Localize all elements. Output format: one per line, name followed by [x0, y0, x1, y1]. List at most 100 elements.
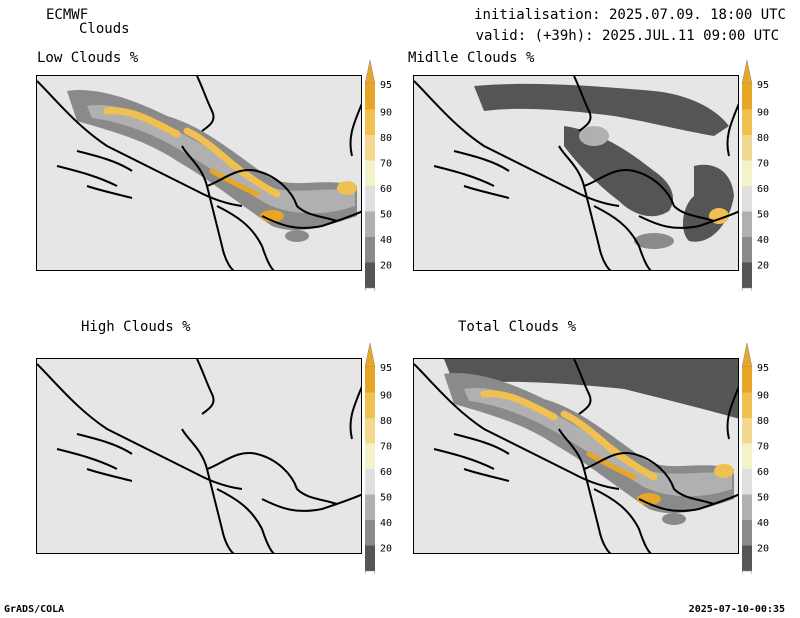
colorbar-tick-label: 50	[757, 493, 769, 504]
colorbar-segment	[365, 262, 375, 288]
colorbar-top-arrow	[364, 342, 376, 368]
product-name: Clouds	[79, 21, 130, 37]
cloud-fields-total	[444, 359, 738, 525]
colorbar-high: 95 90 80 70 60 50 40 20	[364, 342, 392, 574]
colorbar-tick-label: 20	[757, 261, 769, 272]
colorbar-tick-label: 90	[380, 391, 392, 402]
colorbar-segment	[365, 494, 375, 520]
colorbar-tick-label: 20	[380, 261, 392, 272]
map-panel-middle	[413, 75, 739, 271]
colorbar-tick-label: 90	[757, 108, 769, 119]
cloud-fields-middle	[474, 83, 734, 249]
colorbar-segment	[365, 418, 375, 444]
colorbar-tick-label: 95	[757, 363, 769, 374]
colorbar-tick-label: 80	[757, 133, 769, 144]
panel-title-middle: Midlle Clouds %	[408, 50, 535, 66]
colorbar-tick-label: 60	[380, 467, 392, 478]
borders-middle	[414, 76, 738, 270]
colorbar-segment	[742, 186, 752, 212]
render-timestamp: 2025-07-10-00:35	[688, 604, 785, 615]
colorbar-bottom-arrow	[741, 570, 753, 574]
colorbar-bottom-arrow	[364, 570, 376, 574]
colorbar-top-arrow	[741, 342, 753, 368]
colorbar-tick-label: 70	[757, 159, 769, 170]
colorbar-segment	[365, 186, 375, 212]
colorbar-tick-label: 40	[380, 518, 392, 529]
colorbar-segment	[365, 135, 375, 161]
borders-high	[37, 359, 361, 553]
colorbar-tick-label: 40	[757, 518, 769, 529]
colorbar-tick-label: 50	[380, 493, 392, 504]
colorbar-segment	[365, 545, 375, 571]
borders-low	[37, 76, 361, 270]
colorbar-top-arrow	[741, 59, 753, 85]
colorbar-tick-label: 95	[757, 80, 769, 91]
colorbar-segment	[742, 262, 752, 288]
colorbar-segment	[742, 418, 752, 444]
colorbar-tick-label: 40	[757, 235, 769, 246]
colorbar-segment	[742, 237, 752, 263]
map-svg-high	[37, 359, 361, 553]
map-svg-middle	[414, 76, 738, 270]
panel-title-high: High Clouds %	[81, 319, 191, 335]
colorbar-low: 95 90 80 70 60 50 40 20	[364, 59, 392, 291]
colorbar-tick-label: 60	[380, 184, 392, 195]
colorbar-top-arrow	[364, 59, 376, 85]
colorbar-segment	[365, 392, 375, 418]
colorbar-tick-label: 20	[757, 544, 769, 555]
colorbar-segment	[742, 211, 752, 237]
colorbar-segment	[742, 494, 752, 520]
valid-time: valid: (+39h): 2025.JUL.11 09:00 UTC	[475, 28, 779, 44]
colorbar-tick-label: 60	[757, 467, 769, 478]
colorbar-tick-label: 20	[380, 544, 392, 555]
colorbar-middle: 95 90 80 70 60 50 40 20	[741, 59, 769, 291]
colorbar-tick-label: 90	[757, 391, 769, 402]
colorbar-total: 95 90 80 70 60 50 40 20	[741, 342, 769, 574]
colorbar-tick-label: 95	[380, 363, 392, 374]
colorbar-tick-label: 50	[380, 210, 392, 221]
colorbar-segment	[742, 109, 752, 135]
cloud-fields-low	[67, 90, 357, 242]
map-panel-low	[36, 75, 362, 271]
colorbar-segment	[742, 443, 752, 469]
colorbar-segment	[742, 160, 752, 186]
colorbar-segment	[742, 392, 752, 418]
map-panel-high	[36, 358, 362, 554]
panel-title-low: Low Clouds %	[37, 50, 139, 66]
colorbar-bottom-arrow	[741, 287, 753, 291]
colorbar-tick-label: 80	[380, 133, 392, 144]
colorbar-segment	[365, 469, 375, 495]
model-name: ECMWF	[46, 7, 89, 23]
colorbar-segment	[742, 84, 752, 110]
software-credit: GrADS/COLA	[4, 604, 65, 615]
colorbar-segment	[365, 84, 375, 110]
colorbar-segment	[742, 520, 752, 546]
colorbar-tick-label: 70	[757, 442, 769, 453]
colorbar-tick-label: 50	[757, 210, 769, 221]
colorbar-tick-label: 90	[380, 108, 392, 119]
map-svg-low	[37, 76, 361, 270]
map-svg-total	[414, 359, 738, 553]
colorbar-tick-label: 70	[380, 442, 392, 453]
colorbar-tick-label: 40	[380, 235, 392, 246]
map-panel-total	[413, 358, 739, 554]
colorbar-segment	[365, 211, 375, 237]
colorbar-segment	[742, 135, 752, 161]
colorbar-segment	[365, 109, 375, 135]
colorbar-tick-label: 95	[380, 80, 392, 91]
colorbar-tick-label: 80	[380, 416, 392, 427]
colorbar-bottom-arrow	[364, 287, 376, 291]
colorbar-segment	[365, 367, 375, 393]
borders-total	[414, 359, 738, 553]
colorbar-segment	[742, 367, 752, 393]
colorbar-tick-label: 60	[757, 184, 769, 195]
colorbar-tick-label: 70	[380, 159, 392, 170]
colorbar-segment	[365, 520, 375, 546]
colorbar-segment	[742, 469, 752, 495]
colorbar-tick-label: 80	[757, 416, 769, 427]
colorbar-segment	[365, 160, 375, 186]
colorbar-segment	[365, 443, 375, 469]
colorbar-segment	[365, 237, 375, 263]
initialisation-time: initialisation: 2025.07.09. 18:00 UTC	[474, 7, 786, 23]
panel-title-total: Total Clouds %	[458, 319, 577, 335]
